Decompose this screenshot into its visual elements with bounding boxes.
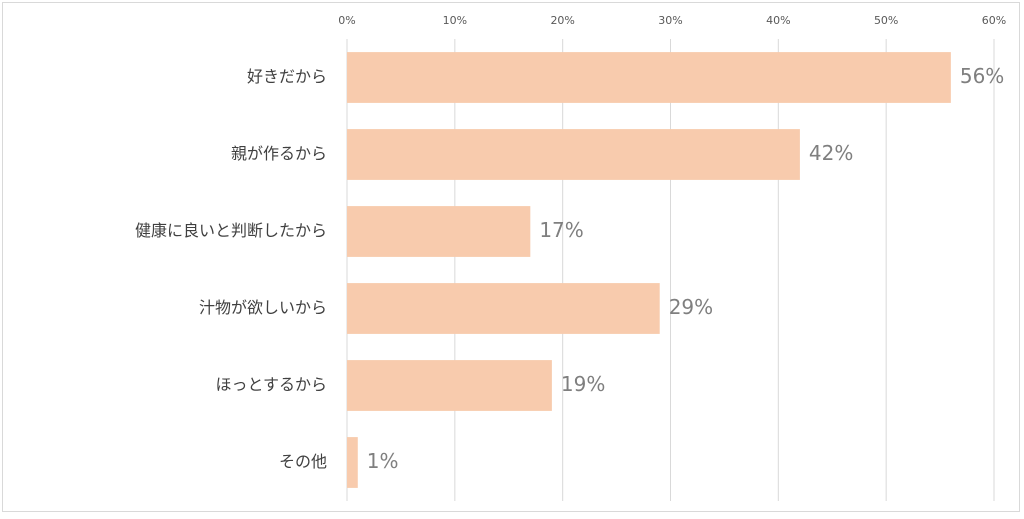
data-label: 56%	[960, 64, 1004, 88]
bar-chart: 0% 10% 20% 30% 40% 50% 60% 好きだから親が作るから健康に良いと判断…	[135, 14, 1006, 501]
x-tick-label: 10%	[443, 14, 467, 27]
gridlines	[346, 39, 995, 501]
category-label: 汁物が欲しいから	[199, 298, 327, 317]
category-label: 親が作るから	[231, 144, 327, 163]
category-label: 好きだから	[247, 67, 327, 86]
data-label: 19%	[561, 372, 605, 396]
bar	[347, 437, 358, 488]
bar	[347, 206, 531, 257]
data-label: 1%	[367, 449, 399, 473]
data-label: 29%	[669, 295, 713, 319]
chart-frame: 0% 10% 20% 30% 40% 50% 60% 好きだから親が作るから健康に良いと判断…	[2, 2, 1020, 512]
x-tick-label: 0%	[338, 14, 355, 27]
x-tick-label: 60%	[982, 14, 1006, 27]
category-label: 健康に良いと判断したから	[135, 221, 327, 240]
data-label: 42%	[809, 141, 853, 165]
bars	[347, 52, 951, 488]
data-labels: 56% 42% 17% 29% 19% 1%	[367, 64, 1005, 473]
category-labels: 好きだから親が作るから健康に良いと判断したから汁物が欲しいからほっとするからその…	[135, 67, 327, 471]
x-tick-label: 30%	[658, 14, 682, 27]
x-tick-label: 40%	[766, 14, 790, 27]
bar	[347, 283, 660, 334]
bar	[347, 52, 951, 103]
category-label: その他	[279, 452, 327, 471]
bar	[347, 129, 800, 180]
bar	[347, 360, 552, 411]
x-tick-label: 20%	[550, 14, 574, 27]
category-label: ほっとするから	[215, 375, 327, 394]
x-axis-ticks: 0% 10% 20% 30% 40% 50% 60%	[338, 14, 1006, 27]
data-label: 17%	[539, 218, 583, 242]
x-tick-label: 50%	[874, 14, 898, 27]
